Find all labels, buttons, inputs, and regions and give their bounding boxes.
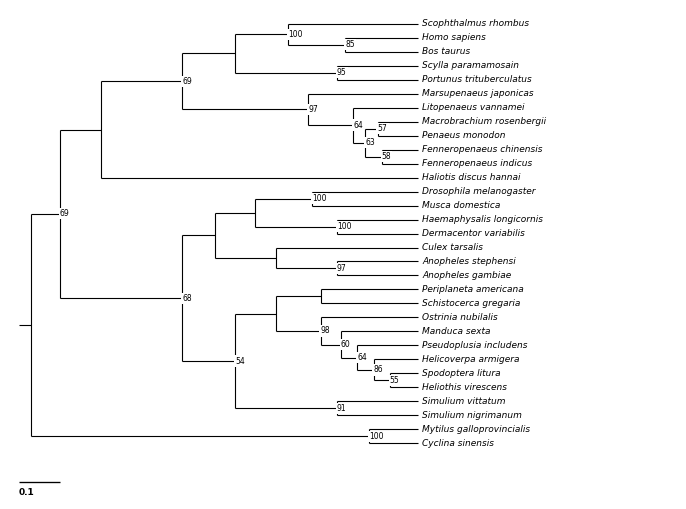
Text: 97: 97 xyxy=(337,264,346,273)
Text: Litopenaeus vannamei: Litopenaeus vannamei xyxy=(423,103,525,112)
Text: 58: 58 xyxy=(381,152,391,161)
Text: 0.1: 0.1 xyxy=(19,488,35,497)
Text: 63: 63 xyxy=(366,138,375,147)
Text: Musca domestica: Musca domestica xyxy=(423,201,501,210)
Text: 55: 55 xyxy=(390,376,400,385)
Text: 95: 95 xyxy=(337,68,346,77)
Text: Portunus trituberculatus: Portunus trituberculatus xyxy=(423,75,532,84)
Text: Drosophila melanogaster: Drosophila melanogaster xyxy=(423,187,536,196)
Text: Helicoverpa armigera: Helicoverpa armigera xyxy=(423,355,520,364)
Text: Scophthalmus rhombus: Scophthalmus rhombus xyxy=(423,19,530,29)
Text: Manduca sexta: Manduca sexta xyxy=(423,327,491,336)
Text: 91: 91 xyxy=(337,404,346,413)
Text: 100: 100 xyxy=(370,432,384,441)
Text: Spodoptera litura: Spodoptera litura xyxy=(423,369,501,378)
Text: Heliothis virescens: Heliothis virescens xyxy=(423,383,508,392)
Text: Homo sapiens: Homo sapiens xyxy=(423,33,486,42)
Text: Pseudoplusia includens: Pseudoplusia includens xyxy=(423,341,528,350)
Text: Anopheles gambiae: Anopheles gambiae xyxy=(423,271,512,280)
Text: Periplaneta americana: Periplaneta americana xyxy=(423,285,524,294)
Text: Bos taurus: Bos taurus xyxy=(423,47,471,56)
Text: Simulium nigrimanum: Simulium nigrimanum xyxy=(423,411,522,420)
Text: Fenneropenaeus chinensis: Fenneropenaeus chinensis xyxy=(423,145,543,154)
Text: Haliotis discus hannai: Haliotis discus hannai xyxy=(423,173,521,182)
Text: 86: 86 xyxy=(374,365,383,375)
Text: Fenneropenaeus indicus: Fenneropenaeus indicus xyxy=(423,159,533,168)
Text: Haemaphysalis longicornis: Haemaphysalis longicornis xyxy=(423,215,543,224)
Text: Mytilus galloprovincialis: Mytilus galloprovincialis xyxy=(423,425,530,434)
Text: Ostrinia nubilalis: Ostrinia nubilalis xyxy=(423,313,498,322)
Text: Schistocerca gregaria: Schistocerca gregaria xyxy=(423,299,521,308)
Text: 100: 100 xyxy=(288,30,303,39)
Text: 98: 98 xyxy=(320,326,330,335)
Text: Marsupenaeus japonicas: Marsupenaeus japonicas xyxy=(423,89,534,98)
Text: 97: 97 xyxy=(309,105,318,114)
Text: Simulium vittatum: Simulium vittatum xyxy=(423,397,506,406)
Text: 69: 69 xyxy=(60,209,69,218)
Text: 54: 54 xyxy=(235,356,245,365)
Text: 64: 64 xyxy=(353,121,363,130)
Text: 68: 68 xyxy=(182,294,191,303)
Text: Anopheles stephensi: Anopheles stephensi xyxy=(423,257,516,266)
Text: 64: 64 xyxy=(357,353,367,362)
Text: 100: 100 xyxy=(312,194,327,203)
Text: Cyclina sinensis: Cyclina sinensis xyxy=(423,439,495,448)
Text: 85: 85 xyxy=(345,40,355,49)
Text: Macrobrachium rosenbergii: Macrobrachium rosenbergii xyxy=(423,117,547,126)
Text: 69: 69 xyxy=(182,77,192,86)
Text: 57: 57 xyxy=(377,124,388,133)
Text: Scylla paramamosain: Scylla paramamosain xyxy=(423,61,519,70)
Text: Penaeus monodon: Penaeus monodon xyxy=(423,131,506,140)
Text: 100: 100 xyxy=(337,222,351,231)
Text: Dermacentor variabilis: Dermacentor variabilis xyxy=(423,229,525,238)
Text: 60: 60 xyxy=(341,340,351,349)
Text: Culex tarsalis: Culex tarsalis xyxy=(423,243,484,252)
